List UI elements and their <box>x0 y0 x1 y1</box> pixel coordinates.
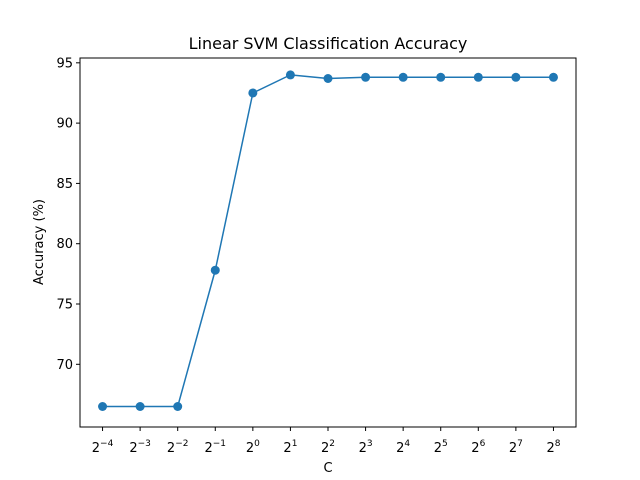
series-line <box>102 74 554 408</box>
data-point <box>361 72 371 82</box>
data-point <box>210 265 220 275</box>
data-point <box>285 70 295 80</box>
x-tick-label: 22 <box>321 439 335 456</box>
x-tick-label: 26 <box>471 439 485 456</box>
x-tick-label: 2−2 <box>167 439 189 456</box>
data-point <box>248 88 258 98</box>
x-tick-label: 2−4 <box>92 439 114 456</box>
y-tick-label: 90 <box>56 117 73 132</box>
y-tick-label: 95 <box>56 56 73 71</box>
x-tick-label: 23 <box>359 439 373 456</box>
x-tick-label: 2−1 <box>204 439 226 456</box>
chart-title: Linear SVM Classification Accuracy <box>189 34 468 53</box>
x-tick-label: 2−3 <box>129 439 151 456</box>
data-point <box>436 72 446 82</box>
plot-frame <box>79 57 577 428</box>
x-tick-label: 20 <box>246 439 260 456</box>
y-tick-label: 85 <box>56 177 73 192</box>
data-point <box>548 72 558 82</box>
data-point <box>323 74 333 83</box>
data-point <box>173 402 183 411</box>
data-point <box>135 402 145 411</box>
x-axis: 2−4 2−3 2−2 2−1 20 21 22 23 24 25 26 27 28 <box>92 427 561 456</box>
x-tick-label: 21 <box>283 439 297 456</box>
data-point <box>98 402 108 411</box>
y-axis: 70 75 80 85 90 95 <box>56 56 80 373</box>
x-axis-label: C <box>323 461 332 476</box>
y-tick-label: 80 <box>56 237 73 252</box>
x-tick-label: 27 <box>509 439 523 456</box>
y-axis-label: Accuracy (%) <box>32 199 47 285</box>
y-tick-label: 75 <box>56 298 73 313</box>
data-point <box>473 72 483 82</box>
plot-area <box>98 70 558 411</box>
data-point <box>398 72 408 82</box>
x-tick-label: 28 <box>546 439 560 456</box>
x-tick-label: 25 <box>434 439 448 456</box>
x-tick-label: 24 <box>396 439 410 456</box>
y-tick-label: 70 <box>56 358 73 373</box>
data-point <box>511 72 521 82</box>
